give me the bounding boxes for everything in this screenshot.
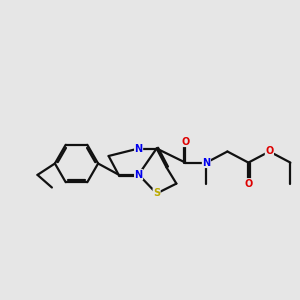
Text: S: S	[153, 188, 160, 199]
Text: O: O	[181, 136, 190, 147]
Text: N: N	[134, 169, 143, 180]
Text: O: O	[265, 146, 274, 157]
Text: O: O	[244, 178, 253, 189]
Text: N: N	[134, 143, 143, 154]
Text: N: N	[202, 158, 211, 168]
